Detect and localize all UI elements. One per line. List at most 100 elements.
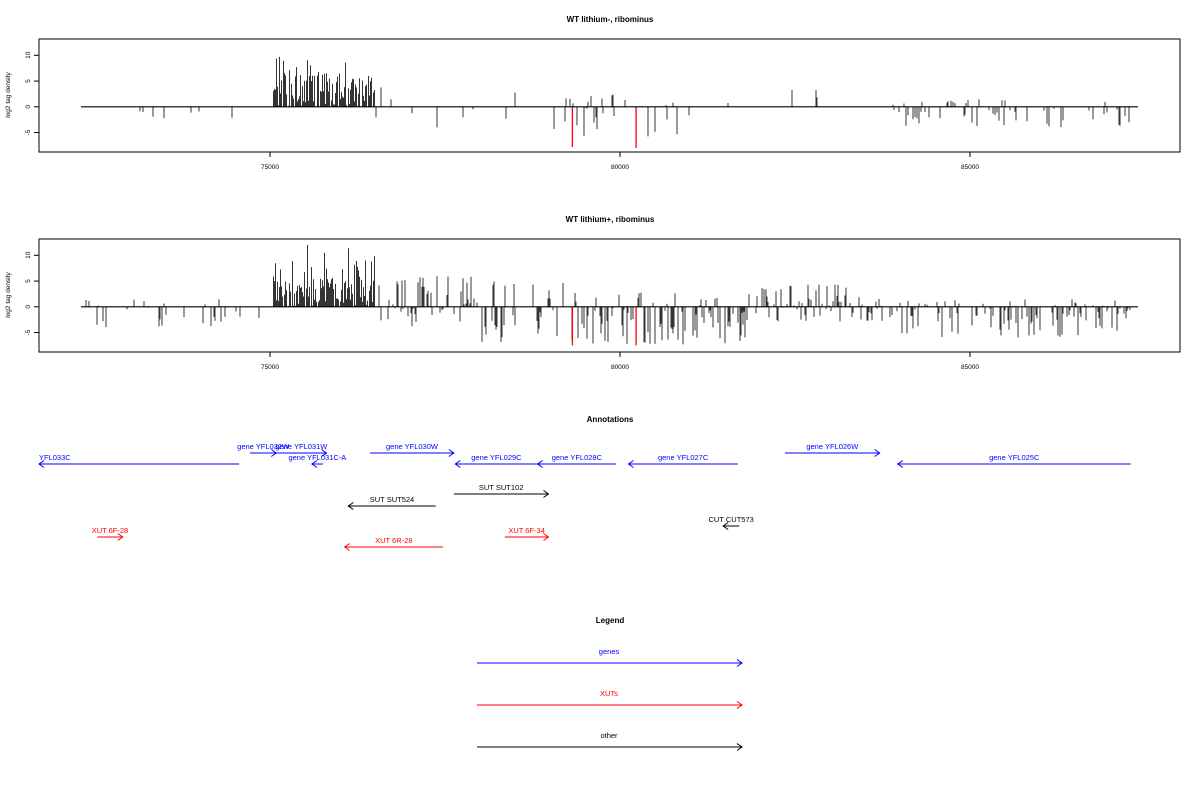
y-axis: -5 0 5 10 [25, 251, 39, 335]
signal-bars [139, 56, 1130, 137]
annotation-label: XUT 6R-28 [375, 536, 412, 545]
x-tick-80000: 80000 [611, 152, 629, 171]
annotation-label: CUT CUT573 [709, 515, 754, 524]
annotation-label: gene YFL030W [386, 442, 439, 451]
annotation-label: gene YFL026W [806, 442, 859, 451]
annotation-gene: gene YFL028C [536, 453, 617, 468]
y-tick-label: 5 [25, 79, 32, 83]
x-tick-85000: 85000 [961, 352, 979, 371]
annotation-gene: gene YFL031C-A [288, 453, 346, 468]
legend-label: other [600, 731, 618, 740]
annotation-arrow [454, 460, 538, 468]
annotation-gene: gene YFL030W [370, 442, 455, 457]
track-plot-lithium-minus: WT lithium-, ribominus log2 tag density … [5, 15, 1181, 171]
annotation-arrow [38, 460, 240, 468]
x-tick-label: 75000 [261, 364, 279, 371]
x-axis: 75000 80000 85000 [261, 352, 979, 371]
y-tick-5: 5 [25, 79, 39, 83]
y-tick-0: 0 [25, 305, 39, 309]
highlight-bars [571, 306, 637, 346]
annotation-arrow [627, 460, 738, 468]
annotation-arrow [343, 543, 443, 551]
legend-arrow [477, 701, 743, 709]
annotation-label: gene YFL027C [658, 453, 709, 462]
annotation-label: SUT SUT102 [479, 483, 523, 492]
annotation-xut: XUT 6F-34 [504, 526, 550, 541]
annotation-other: SUT SUT524 [347, 495, 436, 510]
y-axis-label: log2 tag density [5, 271, 12, 317]
plot-title: WT lithium+, ribominus [566, 215, 655, 224]
y-tick-minus5: -5 [25, 129, 39, 135]
y-tick-label: 0 [25, 105, 32, 109]
annotation-label: gene YFL031W [275, 442, 328, 451]
y-tick-label: -5 [25, 329, 32, 335]
y-tick-label: 0 [25, 305, 32, 309]
y-tick-minus5: -5 [25, 329, 39, 335]
annotation-label: gene YFL029C [471, 453, 522, 462]
plot-title: WT lithium-, ribominus [567, 15, 654, 24]
legend-title: Legend [596, 616, 625, 625]
annotation-gene: gene YFL027C [627, 453, 738, 468]
annotation-label: SUT SUT524 [370, 495, 414, 504]
annotations-title: Annotations [587, 415, 634, 424]
x-tick-label: 85000 [961, 364, 979, 371]
signal-bars [85, 245, 1131, 345]
annotation-arrow [536, 460, 617, 468]
legend-arrow [477, 743, 743, 751]
annotation-gene: gene YFL029C [454, 453, 538, 468]
y-tick-0: 0 [25, 105, 39, 109]
y-tick-label: 10 [25, 251, 32, 259]
annotation-gene: YFL033C [38, 453, 240, 468]
x-tick-label: 80000 [611, 364, 629, 371]
track-plot-lithium-plus: WT lithium+, ribominus log2 tag density … [5, 215, 1181, 371]
legend-arrow [477, 659, 743, 667]
legend: Legend genes XUTs other [477, 616, 743, 751]
annotation-label: XUT 6F-28 [92, 526, 129, 535]
annotation-label: gene YFL031C-A [288, 453, 346, 462]
x-tick-label: 75000 [261, 164, 279, 171]
y-tick-10: 10 [25, 51, 39, 59]
plot-frame [38, 38, 1181, 153]
y-tick-label: 5 [25, 279, 32, 283]
annotation-xut: XUT 6R-28 [343, 536, 443, 551]
annotation-gene: gene YFL025C [896, 453, 1131, 468]
x-tick-75000: 75000 [261, 352, 279, 371]
y-tick-label: -5 [25, 129, 32, 135]
annotation-other: SUT SUT102 [453, 483, 550, 498]
plot-frame [38, 238, 1181, 353]
y-tick-10: 10 [25, 251, 39, 259]
legend-label: XUTs [600, 689, 618, 698]
x-axis: 75000 80000 85000 [261, 152, 979, 171]
annotation-arrow [722, 522, 740, 530]
annotation-other: CUT CUT573 [709, 515, 754, 530]
y-tick-5: 5 [25, 279, 39, 283]
y-tick-label: 10 [25, 51, 32, 59]
annotation-gene: gene YFL031W [275, 442, 328, 457]
annotation-arrow [453, 490, 550, 498]
annotation-arrow [347, 502, 436, 510]
x-tick-label: 85000 [961, 164, 979, 171]
annotation-xut: XUT 6F-28 [92, 526, 129, 541]
y-axis: -5 0 5 10 [25, 51, 39, 135]
legend-item-other: other [477, 731, 743, 751]
x-tick-80000: 80000 [611, 352, 629, 371]
annotation-arrow [370, 449, 455, 457]
annotation-arrow [276, 449, 328, 457]
x-tick-85000: 85000 [961, 152, 979, 171]
legend-item-genes: genes [477, 647, 743, 667]
annotation-label: gene YFL025C [989, 453, 1040, 462]
annotation-label: gene YFL032W [237, 442, 290, 451]
annotation-label: XUT 6F-34 [508, 526, 545, 535]
annotation-arrow [785, 449, 881, 457]
annotation-label: YFL033C [39, 453, 71, 462]
y-axis-label: log2 tag density [5, 71, 12, 117]
annotation-label: gene YFL028C [552, 453, 603, 462]
annotation-arrow [504, 533, 550, 541]
annotation-gene: gene YFL026W [785, 442, 881, 457]
highlight-bars [571, 106, 637, 148]
x-tick-75000: 75000 [261, 152, 279, 171]
annotation-arrow [97, 533, 124, 541]
